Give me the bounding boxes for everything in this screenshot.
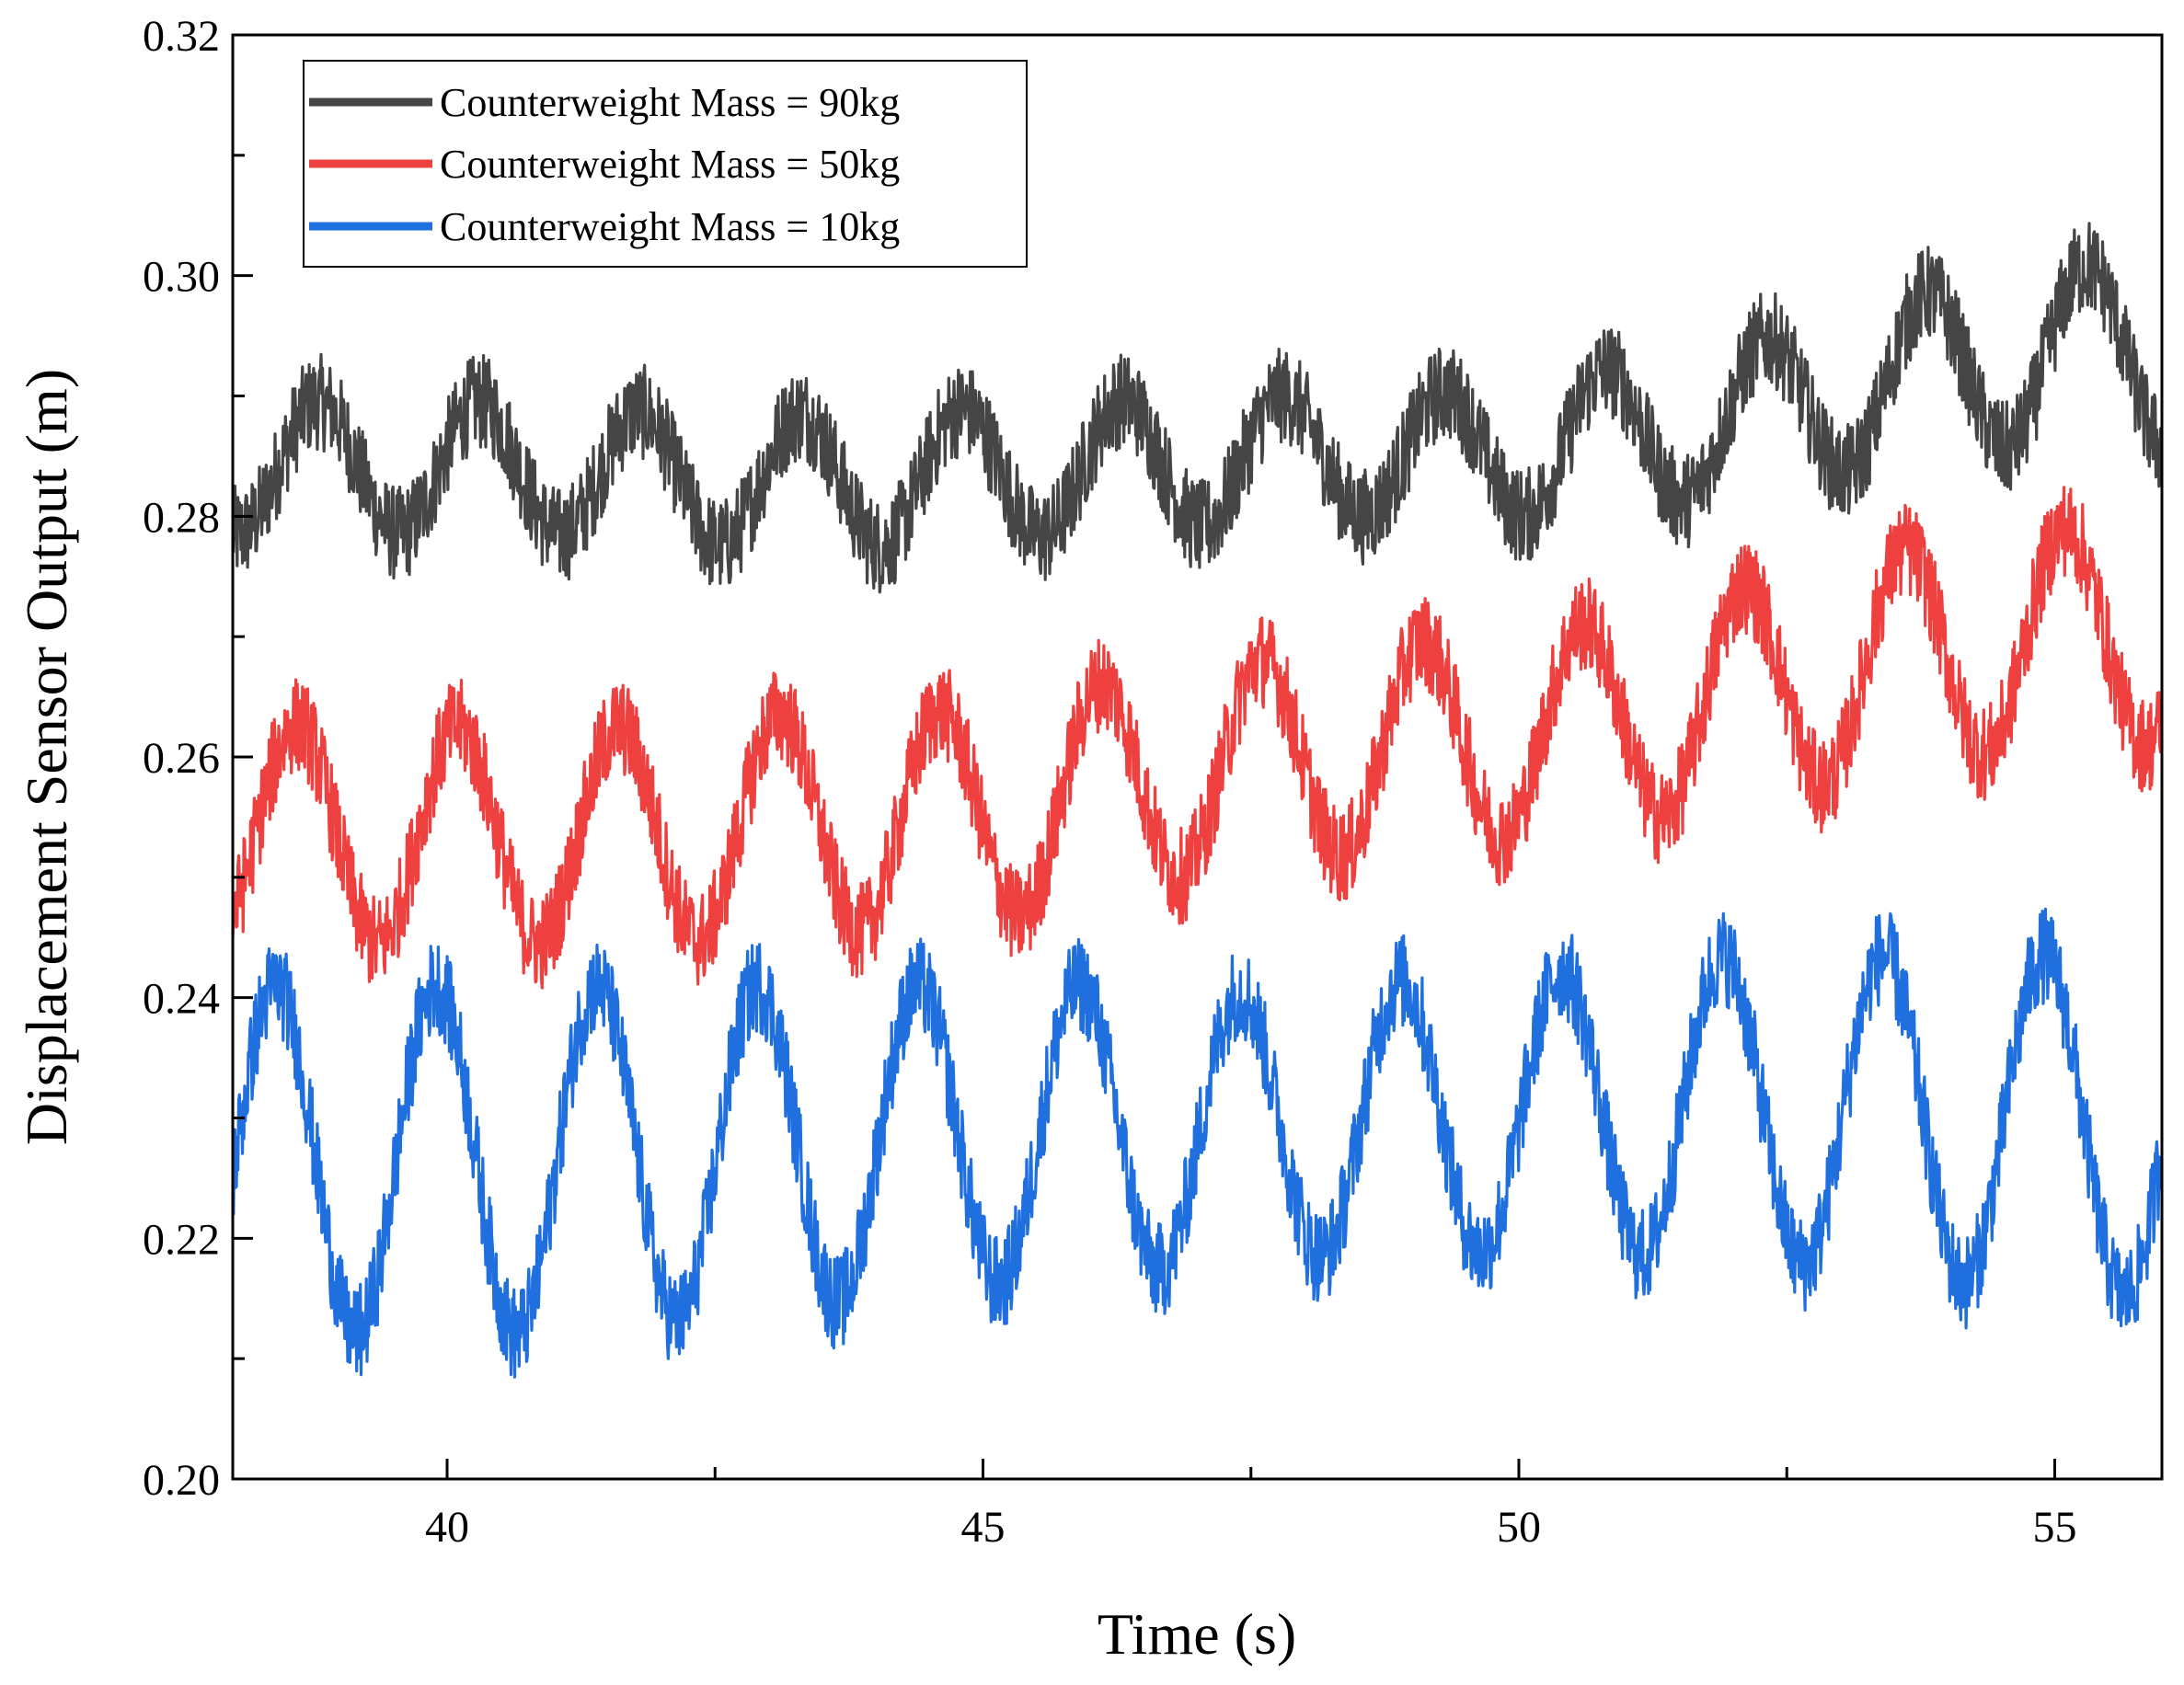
x-tick-label: 55 <box>2033 1503 2077 1552</box>
y-tick-label: 0.30 <box>143 253 220 302</box>
legend-label-90kg: Counterweight Mass = 90kg <box>440 80 900 125</box>
y-tick-label: 0.24 <box>143 975 220 1024</box>
x-axis-title: Time (s) <box>1098 1601 1296 1667</box>
x-tick-label: 40 <box>425 1503 469 1552</box>
series-layer <box>233 222 2162 1379</box>
series-line-10kg <box>233 907 2162 1379</box>
series-line-90kg <box>233 222 2162 594</box>
series-line-50kg <box>233 486 2162 990</box>
y-tick-label: 0.22 <box>143 1215 220 1264</box>
x-tick-label: 50 <box>1497 1503 1541 1552</box>
y-tick-label: 0.28 <box>143 493 220 542</box>
legend-label-10kg: Counterweight Mass = 10kg <box>440 204 900 249</box>
y-axis-title: Displacement Sensor Output (m) <box>14 369 79 1145</box>
y-tick-label: 0.32 <box>143 12 220 61</box>
legend: Counterweight Mass = 90kg Counterweight … <box>303 60 1028 268</box>
axis-ticks: 40 45 50 55 0.20 0.22 0.24 0.26 0.28 0.30 0.32 <box>143 12 2077 1552</box>
x-tick-label: 45 <box>961 1503 1006 1552</box>
y-tick-label: 0.26 <box>143 734 220 783</box>
legend-label-50kg: Counterweight Mass = 50kg <box>440 142 900 187</box>
y-tick-label: 0.20 <box>143 1456 220 1505</box>
